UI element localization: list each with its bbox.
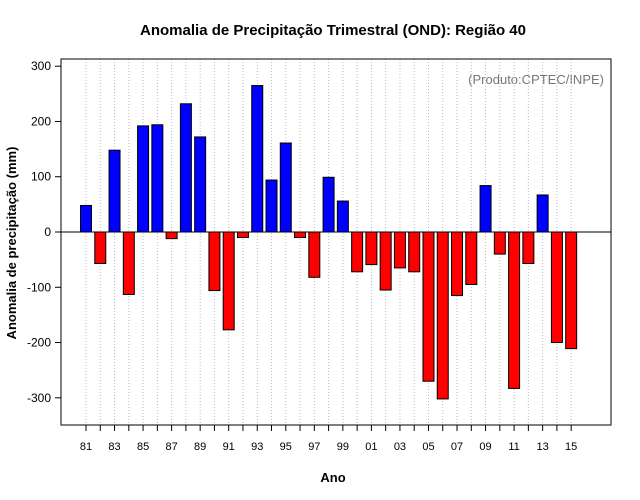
bar-1991 (222, 231, 235, 331)
bar-2006 (436, 231, 449, 400)
bar-1987 (165, 231, 178, 240)
chart-title: Anomalia de Precipitação Trimestral (OND… (140, 22, 526, 39)
bar-1982 (94, 231, 107, 265)
bar-2007 (451, 231, 464, 297)
bar-1993 (251, 85, 264, 233)
bar-2012 (522, 231, 535, 265)
bar-1986 (151, 124, 164, 233)
x-tick-label-95: 95 (280, 441, 292, 453)
chart-credit: (Produto:CPTEC/INPE) (468, 72, 604, 87)
bar-1983 (108, 149, 121, 233)
bar-2015 (565, 231, 578, 350)
x-tick-label-97: 97 (308, 441, 320, 453)
bar-1985 (137, 125, 150, 233)
bar-1984 (122, 231, 135, 295)
x-tick-label-11: 11 (508, 441, 519, 453)
bar-2008 (465, 231, 478, 286)
bar-2010 (493, 231, 506, 255)
bar-2000 (351, 231, 364, 273)
x-axis-title: Ano (320, 470, 345, 485)
bar-2014 (550, 231, 563, 344)
y-tick-label--300: -300 (27, 391, 51, 405)
x-tick-label-89: 89 (194, 441, 206, 453)
x-tick-label-87: 87 (165, 441, 177, 453)
x-tick-label-99: 99 (337, 441, 349, 453)
y-ticks: -300 -200 -100 0 100 200 300 (27, 59, 61, 405)
x-tick-label-91: 91 (223, 441, 235, 453)
bar-2009 (479, 185, 492, 233)
x-tick-label-13: 13 (537, 441, 549, 453)
bar-2013 (536, 194, 549, 233)
bar-2001 (365, 231, 378, 266)
plot-frame (60, 58, 612, 426)
bar-1996 (294, 231, 307, 239)
bar-1994 (265, 179, 278, 233)
y-tick-label-100: 100 (31, 170, 51, 184)
bar-1990 (208, 231, 221, 292)
bar-2011 (508, 231, 521, 389)
x-tick-label-07: 07 (451, 441, 463, 453)
y-axis-title: Anomalia de precipitação (mm) (4, 147, 19, 340)
bar-1992 (236, 231, 249, 239)
y-tick-label-0: 0 (44, 225, 51, 239)
x-ticks: 81 83 85 87 89 91 93 95 97 99 01 03 05 07 09 11 13 15 (80, 425, 577, 453)
bar-1998 (322, 176, 335, 233)
x-tick-label-01: 01 (365, 441, 377, 453)
x-tick-label-15: 15 (565, 441, 577, 453)
x-tick-label-09: 09 (479, 441, 491, 453)
y-tick-label-300: 300 (31, 59, 51, 73)
x-tick-label-83: 83 (108, 441, 120, 453)
x-tick-label-03: 03 (394, 441, 406, 453)
x-tick-label-05: 05 (422, 441, 434, 453)
y-tick-label--200: -200 (27, 336, 51, 350)
x-tick-label-81: 81 (80, 441, 92, 453)
y-tick-label-200: 200 (31, 114, 51, 128)
bar-2004 (408, 231, 421, 273)
bar-1999 (336, 200, 349, 233)
bar-2003 (393, 231, 406, 269)
bar-1989 (194, 136, 207, 233)
x-tick-label-93: 93 (251, 441, 263, 453)
bar-1981 (80, 204, 92, 233)
y-tick-label--100: -100 (27, 280, 51, 294)
bar-2005 (422, 231, 435, 382)
bar-2002 (379, 231, 392, 291)
bar-1988 (179, 103, 192, 233)
x-tick-label-85: 85 (137, 441, 149, 453)
bar-1995 (279, 142, 292, 233)
axes (60, 58, 612, 426)
bar-1997 (308, 231, 321, 278)
